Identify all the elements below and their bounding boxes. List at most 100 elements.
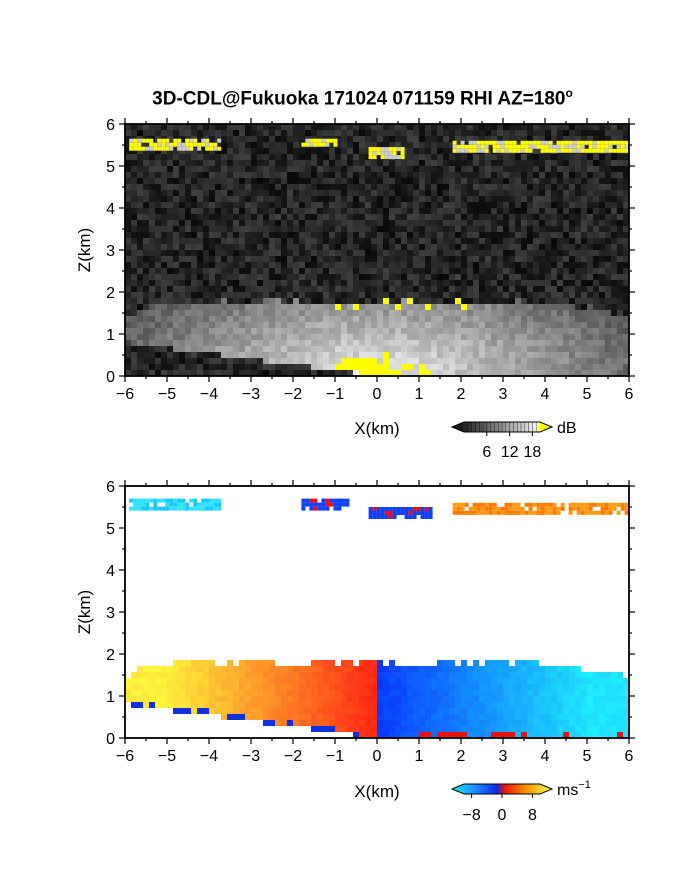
heatmap-cell [395, 262, 401, 268]
heatmap-cell [185, 364, 191, 370]
heatmap-cell [329, 328, 335, 334]
heatmap-cell [329, 148, 335, 154]
heatmap-cell [503, 160, 509, 166]
heatmap-cell [437, 172, 443, 178]
heatmap-cell [605, 202, 611, 208]
heatmap-cell [287, 274, 293, 280]
heatmap-cell [413, 178, 419, 184]
heatmap-cell [491, 262, 497, 268]
heatmap-cell [431, 346, 437, 352]
cloud-cell [588, 148, 593, 153]
heatmap-cell [305, 124, 311, 130]
heatmap-cell [287, 334, 293, 340]
heatmap-cell [155, 316, 161, 322]
heatmap-cell [575, 370, 581, 376]
heatmap-cell [551, 208, 557, 214]
heatmap-cell [143, 130, 149, 136]
heatmap-cell [377, 172, 383, 178]
heatmap-cell [509, 172, 515, 178]
heatmap-cell [239, 142, 245, 148]
heatmap-cell [605, 136, 611, 142]
heatmap-cell [149, 672, 155, 678]
heatmap-cell [341, 190, 347, 196]
heatmap-cell [215, 256, 221, 262]
heatmap-cell [335, 358, 341, 364]
heatmap-cell [407, 292, 413, 298]
heatmap-cell [275, 124, 281, 130]
heatmap-cell [245, 226, 251, 232]
heatmap-cell [575, 292, 581, 298]
heatmap-cell [383, 340, 389, 346]
heatmap-cell [287, 226, 293, 232]
heatmap-cell [263, 690, 269, 696]
heatmap-cell [563, 202, 569, 208]
heatmap-cell [599, 256, 605, 262]
heatmap-cell [173, 268, 179, 274]
heatmap-cell [359, 166, 365, 172]
heatmap-cell [305, 304, 311, 310]
heatmap-cell [329, 256, 335, 262]
heatmap-cell [359, 214, 365, 220]
heatmap-cell [575, 232, 581, 238]
heatmap-cell [341, 292, 347, 298]
heatmap-cell [353, 268, 359, 274]
heatmap-cell [269, 684, 275, 690]
heatmap-cell [335, 304, 341, 310]
heatmap-cell [125, 172, 131, 178]
heatmap-cell [293, 202, 299, 208]
heatmap-cell [215, 666, 221, 672]
heatmap-cell [497, 244, 503, 250]
heatmap-cell [335, 370, 341, 376]
cloud-cell [560, 144, 565, 149]
heatmap-cell [191, 190, 197, 196]
cloud-cell [372, 151, 377, 156]
heatmap-cell [149, 160, 155, 166]
cloud-cell [592, 144, 597, 149]
heatmap-cell [623, 244, 629, 250]
heatmap-cell [569, 280, 575, 286]
heatmap-cell [491, 322, 497, 328]
heatmap-cell [149, 334, 155, 340]
heatmap-cell [383, 196, 389, 202]
heatmap-cell [137, 666, 143, 672]
heatmap-cell [347, 370, 353, 376]
heatmap-cell [347, 364, 353, 370]
heatmap-cell [149, 148, 155, 154]
heatmap-cell [371, 280, 377, 286]
heatmap-cell [221, 364, 227, 370]
heatmap-cell [137, 684, 143, 690]
heatmap-cell [509, 232, 515, 238]
heatmap-cell [593, 154, 599, 160]
heatmap-cell [449, 340, 455, 346]
heatmap-cell [131, 244, 137, 250]
heatmap-cell [173, 262, 179, 268]
heatmap-cell [275, 684, 281, 690]
heatmap-cell [197, 256, 203, 262]
heatmap-cell [263, 250, 269, 256]
heatmap-cell [539, 136, 545, 142]
heatmap-cell [143, 208, 149, 214]
heatmap-cell [275, 274, 281, 280]
heatmap-cell [401, 304, 407, 310]
heatmap-cell [431, 286, 437, 292]
heatmap-cell [275, 250, 281, 256]
heatmap-cell [167, 244, 173, 250]
heatmap-cell [605, 280, 611, 286]
heatmap-cell [335, 178, 341, 184]
heatmap-cell [533, 124, 539, 130]
heatmap-cell [299, 262, 305, 268]
heatmap-cell [125, 244, 131, 250]
heatmap-cell [227, 678, 233, 684]
heatmap-cell [149, 154, 155, 160]
heatmap-cell [185, 280, 191, 286]
heatmap-cell [287, 214, 293, 220]
heatmap-cell [143, 274, 149, 280]
heatmap-cell [623, 274, 629, 280]
heatmap-cell [497, 232, 503, 238]
heatmap-cell [461, 160, 467, 166]
heatmap-cell [317, 370, 323, 376]
heatmap-cell [179, 184, 185, 190]
heatmap-cell [299, 370, 305, 376]
heatmap-cell [443, 280, 449, 286]
heatmap-cell [479, 370, 485, 376]
